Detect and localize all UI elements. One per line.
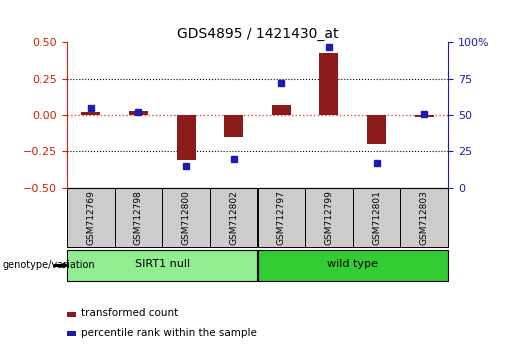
FancyBboxPatch shape — [210, 188, 258, 247]
Bar — [367, 115, 386, 144]
Text: GSM712798: GSM712798 — [134, 190, 143, 245]
Text: genotype/variation: genotype/variation — [3, 261, 95, 270]
Bar — [415, 115, 434, 116]
Text: wild type: wild type — [328, 259, 378, 269]
Bar — [81, 112, 100, 115]
FancyBboxPatch shape — [67, 188, 114, 247]
Bar — [129, 111, 148, 115]
Text: GSM712802: GSM712802 — [229, 190, 238, 245]
Text: GSM712801: GSM712801 — [372, 190, 381, 245]
Bar — [177, 115, 196, 160]
Text: GSM712799: GSM712799 — [324, 190, 333, 245]
Bar — [272, 105, 291, 115]
FancyBboxPatch shape — [115, 188, 162, 247]
FancyBboxPatch shape — [67, 250, 258, 281]
FancyBboxPatch shape — [162, 188, 210, 247]
FancyBboxPatch shape — [258, 250, 448, 281]
Text: transformed count: transformed count — [81, 308, 179, 318]
Text: GSM712803: GSM712803 — [420, 190, 428, 245]
Text: GSM712797: GSM712797 — [277, 190, 286, 245]
Bar — [224, 115, 243, 137]
Text: SIRT1 null: SIRT1 null — [134, 259, 190, 269]
Text: GSM712800: GSM712800 — [182, 190, 191, 245]
FancyBboxPatch shape — [258, 188, 305, 247]
FancyBboxPatch shape — [353, 188, 400, 247]
Bar — [319, 53, 338, 115]
Text: GSM712769: GSM712769 — [87, 190, 95, 245]
FancyBboxPatch shape — [401, 188, 448, 247]
Title: GDS4895 / 1421430_at: GDS4895 / 1421430_at — [177, 28, 338, 41]
Text: percentile rank within the sample: percentile rank within the sample — [81, 328, 258, 338]
FancyBboxPatch shape — [305, 188, 353, 247]
